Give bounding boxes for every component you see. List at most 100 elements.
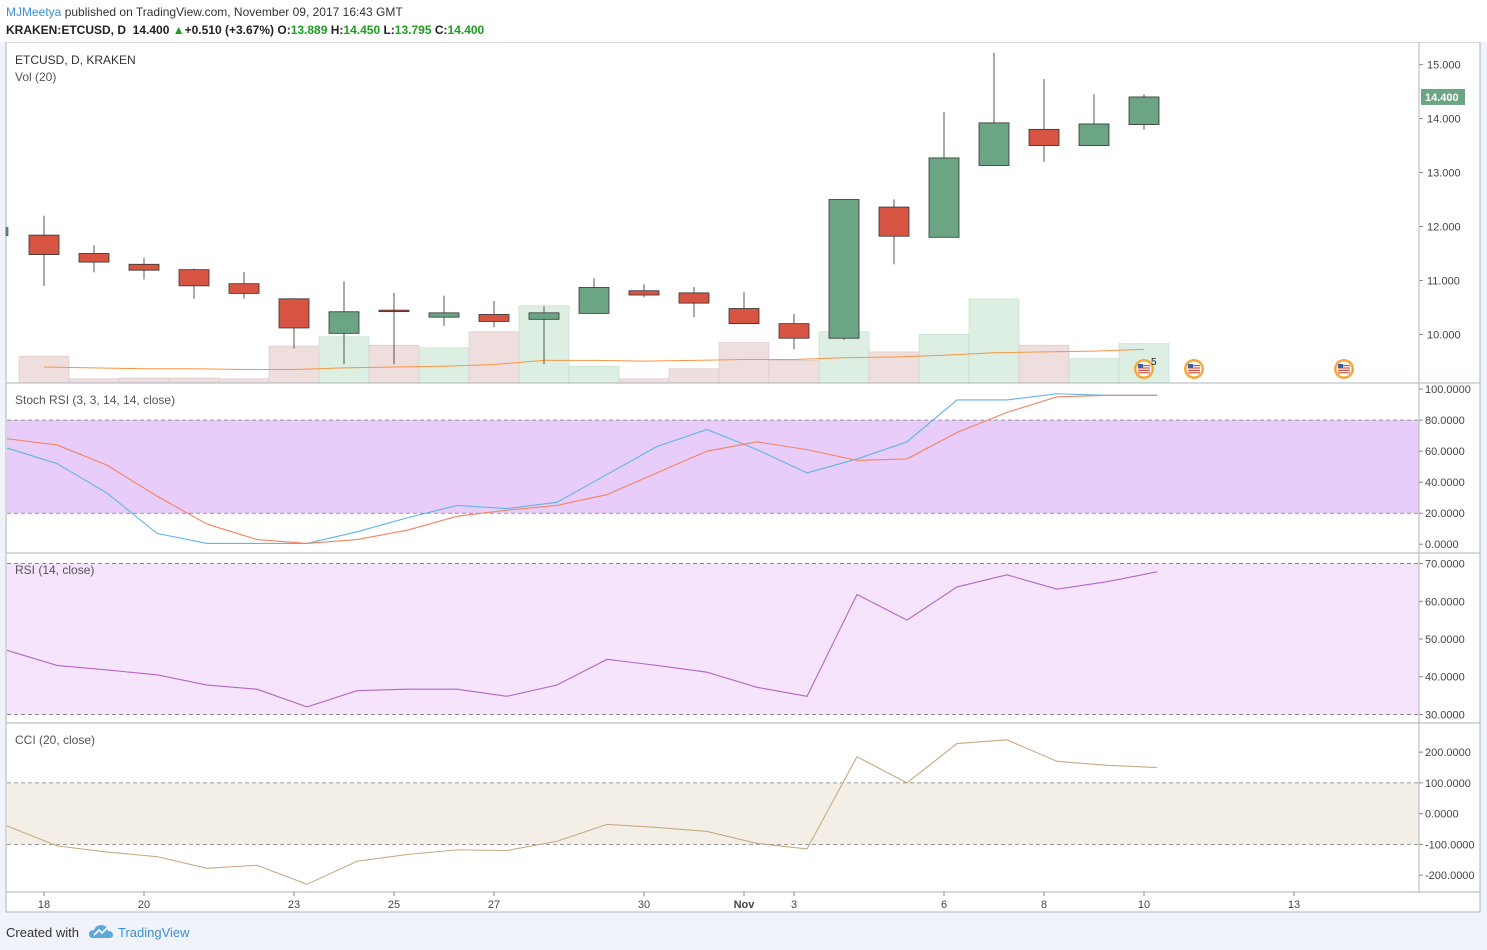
ohlc-line: KRAKEN:ETCUSD, D 14.400 ▲+0.510 (+3.67%)… — [6, 23, 484, 37]
candle-body[interactable] — [828, 199, 860, 339]
cci-band — [7, 782, 1419, 845]
candle-body[interactable] — [978, 122, 1010, 166]
indicator-axis-label: 40.0000 — [1425, 477, 1465, 489]
indicator-axis-label: 0.0000 — [1425, 809, 1459, 821]
candle-body[interactable] — [328, 311, 360, 334]
low-value: 13.795 — [394, 23, 432, 37]
candle-body[interactable] — [528, 312, 560, 320]
close-value: 14.400 — [447, 23, 485, 37]
rsi-title: RSI (14, close) — [15, 563, 94, 577]
indicator-axis-label: 60.0000 — [1425, 596, 1465, 608]
candle-body[interactable] — [928, 157, 960, 238]
published-text: published on TradingView.com, November 0… — [61, 5, 403, 19]
candle-body[interactable] — [78, 253, 110, 263]
stoch-rsi-title: Stoch RSI (3, 3, 14, 14, close) — [15, 393, 175, 407]
close-label: C: — [434, 23, 448, 37]
volume-bar — [618, 378, 670, 384]
rsi-band — [7, 563, 1419, 715]
indicator-axis-label: 60.0000 — [1425, 446, 1465, 458]
indicator-axis-label: 20.0000 — [1425, 508, 1465, 520]
volume-ma-line — [43, 348, 1145, 371]
volume-bar — [18, 355, 70, 384]
time-axis-label: 25 — [388, 899, 400, 911]
axes: 10.000 11.000 12.000 13.000 14.000 15.000 14.4… — [6, 42, 1480, 911]
candle-body[interactable] — [378, 309, 410, 313]
volume-title: Vol (20) — [15, 70, 56, 84]
candle-body[interactable] — [878, 206, 910, 237]
volume-bar — [218, 378, 270, 384]
indicator-axis-label: 100.0000 — [1425, 384, 1471, 396]
volume-bar — [668, 368, 720, 384]
cci-pane[interactable] — [6, 739, 1419, 885]
price-axis-label: 15.000 — [1427, 60, 1461, 72]
low-label: L: — [383, 23, 395, 37]
price-pane-title: ETCUSD, D, KRAKEN — [15, 53, 136, 67]
indicator-line — [6, 394, 1157, 545]
volume-bar — [268, 345, 320, 384]
price-axis-label: 11.000 — [1427, 275, 1460, 287]
candle-body[interactable] — [678, 292, 710, 304]
indicator-axis-label: 0.0000 — [1425, 539, 1459, 551]
candle-body[interactable] — [178, 269, 210, 287]
candle-body[interactable] — [128, 263, 160, 271]
candle-body[interactable] — [1078, 123, 1110, 146]
candle-body[interactable] — [278, 298, 310, 329]
candle-body[interactable] — [778, 323, 810, 339]
indicator-axis-label: -100.0000 — [1425, 839, 1475, 851]
time-axis-label: 27 — [488, 899, 500, 911]
indicator-line — [6, 571, 1158, 708]
indicator-axis-label: 100.0000 — [1425, 778, 1471, 790]
time-axis-label: 30 — [638, 899, 650, 911]
time-axis-label: 23 — [288, 899, 300, 911]
author-link[interactable]: MJMeetya — [6, 5, 62, 19]
candle-body[interactable] — [28, 234, 60, 255]
us-event-flag-icon[interactable] — [1184, 359, 1204, 379]
time-axis-label: 13 — [1288, 899, 1300, 911]
volume-bar — [68, 378, 120, 384]
rsi-pane[interactable] — [6, 563, 1419, 715]
indicator-line — [6, 739, 1158, 885]
last-price: 14.400 — [132, 23, 170, 37]
indicator-axis-label: -200.0000 — [1425, 870, 1475, 882]
candle-body[interactable] — [228, 283, 260, 294]
volume-bar — [918, 333, 970, 384]
price-axis-label: 13.000 — [1427, 168, 1461, 180]
last-price-badge — [1421, 88, 1465, 105]
stoch-rsi-pane[interactable] — [6, 393, 1419, 545]
candle-body[interactable] — [478, 314, 510, 322]
us-event-flag-icon[interactable] — [1134, 359, 1154, 379]
candle-body[interactable] — [578, 287, 610, 314]
open-value: 13.889 — [290, 23, 328, 37]
candle-body[interactable] — [428, 312, 460, 318]
event-count-badge: 5 — [1151, 357, 1157, 368]
created-with-text: Created with — [6, 925, 79, 940]
pane-titles: ETCUSD, D, KRAKEN Vol (20) Stoch RSI (3,… — [15, 53, 175, 747]
volume-bar — [568, 365, 620, 384]
volume-bar — [1068, 358, 1120, 384]
price-pane[interactable]: 5 — [5, 52, 1354, 384]
volume-bar — [1018, 344, 1070, 384]
chart-header: MJMeetya published on TradingView.com, N… — [0, 0, 1487, 42]
candle-body[interactable] — [728, 308, 760, 325]
indicator-axis-label: 200.0000 — [1425, 747, 1471, 759]
indicator-axis-label: 40.0000 — [1425, 672, 1465, 684]
candle-body — [5, 227, 9, 236]
time-axis-label: 10 — [1138, 899, 1150, 911]
indicator-axis-label: 80.0000 — [1425, 415, 1465, 427]
volume-bar — [168, 377, 220, 384]
time-axis-label: 6 — [941, 899, 947, 911]
last-price-badge-text: 14.400 — [1425, 92, 1459, 104]
symbol-label: KRAKEN:ETCUSD, D — [6, 23, 126, 37]
publish-line: MJMeetya published on TradingView.com, N… — [6, 5, 403, 19]
chart-area[interactable]: 5 10.000 11.000 12.000 13.000 14.000 15.000 14… — [0, 42, 1487, 914]
tradingview-brand[interactable]: TradingView — [118, 925, 190, 940]
indicator-axis-label: 70.0000 — [1425, 559, 1465, 571]
open-label: O: — [277, 23, 291, 37]
candle-body[interactable] — [1028, 128, 1060, 146]
footer: Created with TradingView — [0, 914, 1487, 950]
us-event-flag-icon[interactable] — [1334, 359, 1354, 379]
time-axis-label: 20 — [138, 899, 150, 911]
candle-body[interactable] — [1128, 96, 1160, 125]
candle-body[interactable] — [628, 290, 660, 296]
price-axis-label: 12.000 — [1427, 221, 1461, 233]
